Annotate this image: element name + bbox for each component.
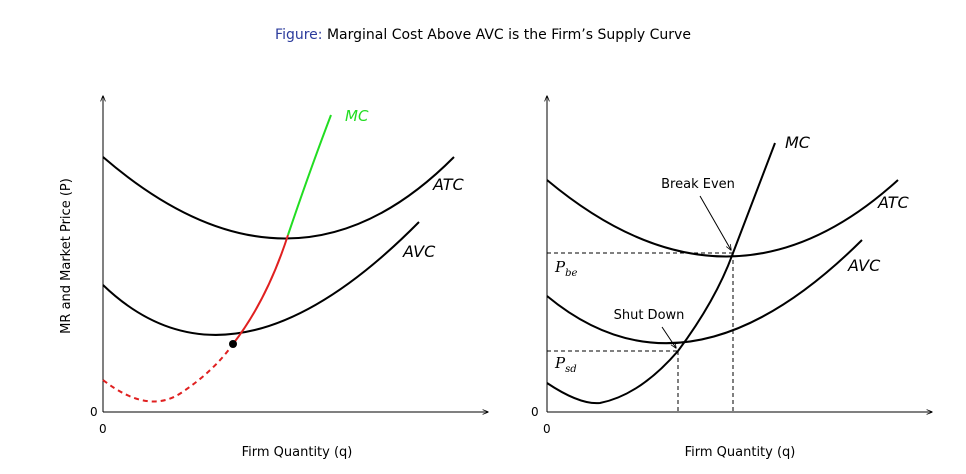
left-avc-label: AVC xyxy=(402,242,436,261)
p-sd-main: P xyxy=(554,354,566,372)
p-sd-label: Psd xyxy=(554,354,577,375)
right-origin-y: 0 xyxy=(531,405,539,419)
left-mc-red-segment xyxy=(232,234,289,345)
left-origin-x: 0 xyxy=(99,422,107,436)
left-origin-y: 0 xyxy=(90,405,98,419)
left-x-axis-label: Firm Quantity (q) xyxy=(242,445,353,460)
break-even-pointer xyxy=(699,195,731,250)
p-sd-sub: sd xyxy=(565,364,577,375)
p-be-sub: be xyxy=(565,268,577,279)
left-panel: MR and Market Price (P) Firm Quantity (q… xyxy=(59,96,488,460)
right-avc-label: AVC xyxy=(847,256,881,275)
left-shutdown-point xyxy=(229,340,237,348)
right-atc-label: ATC xyxy=(877,193,910,212)
left-y-axis-label: MR and Market Price (P) xyxy=(59,178,74,334)
right-x-axis-label: Firm Quantity (q) xyxy=(685,445,796,460)
shut-down-pointer xyxy=(661,326,676,348)
figure-title-text: Marginal Cost Above AVC is the Firm’s Su… xyxy=(326,27,691,43)
left-mc-dashed-segment xyxy=(102,343,234,403)
left-mc-label: MC xyxy=(345,107,369,125)
right-avc-curve xyxy=(546,239,863,345)
figure-title-label: Figure: xyxy=(275,27,323,43)
shut-down-label: Shut Down xyxy=(614,308,685,323)
left-atc-label: ATC xyxy=(432,175,465,194)
right-atc-curve xyxy=(546,179,899,258)
right-origin-x: 0 xyxy=(543,422,551,436)
right-panel: Firm Quantity (q) 0 0 MC ATC AVC Break E… xyxy=(531,96,932,460)
figure-title: Figure: Marginal Cost Above AVC is the F… xyxy=(0,27,966,43)
p-be-label: Pbe xyxy=(554,258,577,279)
p-be-main: P xyxy=(554,258,566,276)
right-mc-curve xyxy=(546,142,776,405)
left-mc-green-segment xyxy=(287,114,332,236)
left-atc-curve xyxy=(102,156,455,240)
left-avc-curve xyxy=(102,221,420,336)
right-mc-label: MC xyxy=(785,133,811,152)
break-even-label: Break Even xyxy=(661,177,735,192)
